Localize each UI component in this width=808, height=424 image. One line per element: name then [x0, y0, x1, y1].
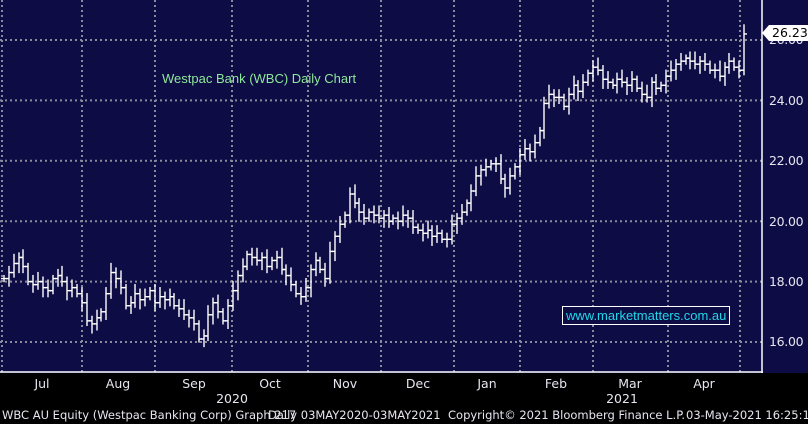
y-tick-20: 20.00 — [769, 214, 804, 229]
x-tick-sep: Sep — [182, 376, 206, 391]
y-tick-18: 18.00 — [769, 274, 804, 289]
chart-plot-area — [0, 0, 763, 373]
last-price-badge: 26.23 — [762, 25, 808, 41]
footer-timestamp: 03-May-2021 16:25:15 — [686, 408, 808, 422]
footer-copyright: Copyright© 2021 Bloomberg Finance L.P. — [448, 408, 685, 422]
chart-title: Westpac Bank (WBC) Daily Chart — [162, 71, 357, 86]
x-tick-mar: Mar — [618, 376, 642, 391]
year-label-2021: 2021 — [606, 391, 638, 406]
x-tick-jan: Jan — [477, 376, 497, 391]
x-tick-oct: Oct — [259, 376, 281, 391]
x-tick-apr: Apr — [693, 376, 715, 391]
y-tick-22: 22.00 — [769, 153, 804, 168]
year-label-2020: 2020 — [216, 391, 248, 406]
footer-security: WBC AU Equity (Westpac Banking Corp) Gra… — [2, 408, 297, 422]
y-tick-24: 24.00 — [769, 93, 804, 108]
x-tick-aug: Aug — [105, 376, 131, 391]
y-tick-16: 16.00 — [769, 334, 804, 349]
watermark-link[interactable]: www.marketmatters.com.au — [562, 306, 731, 325]
x-tick-jul: Jul — [34, 376, 50, 391]
footer-range: Daily 03MAY2020-03MAY2021 — [268, 408, 441, 422]
price-axis — [763, 0, 808, 373]
x-tick-dec: Dec — [405, 376, 431, 391]
x-tick-nov: Nov — [332, 376, 358, 391]
x-tick-feb: Feb — [544, 376, 568, 391]
